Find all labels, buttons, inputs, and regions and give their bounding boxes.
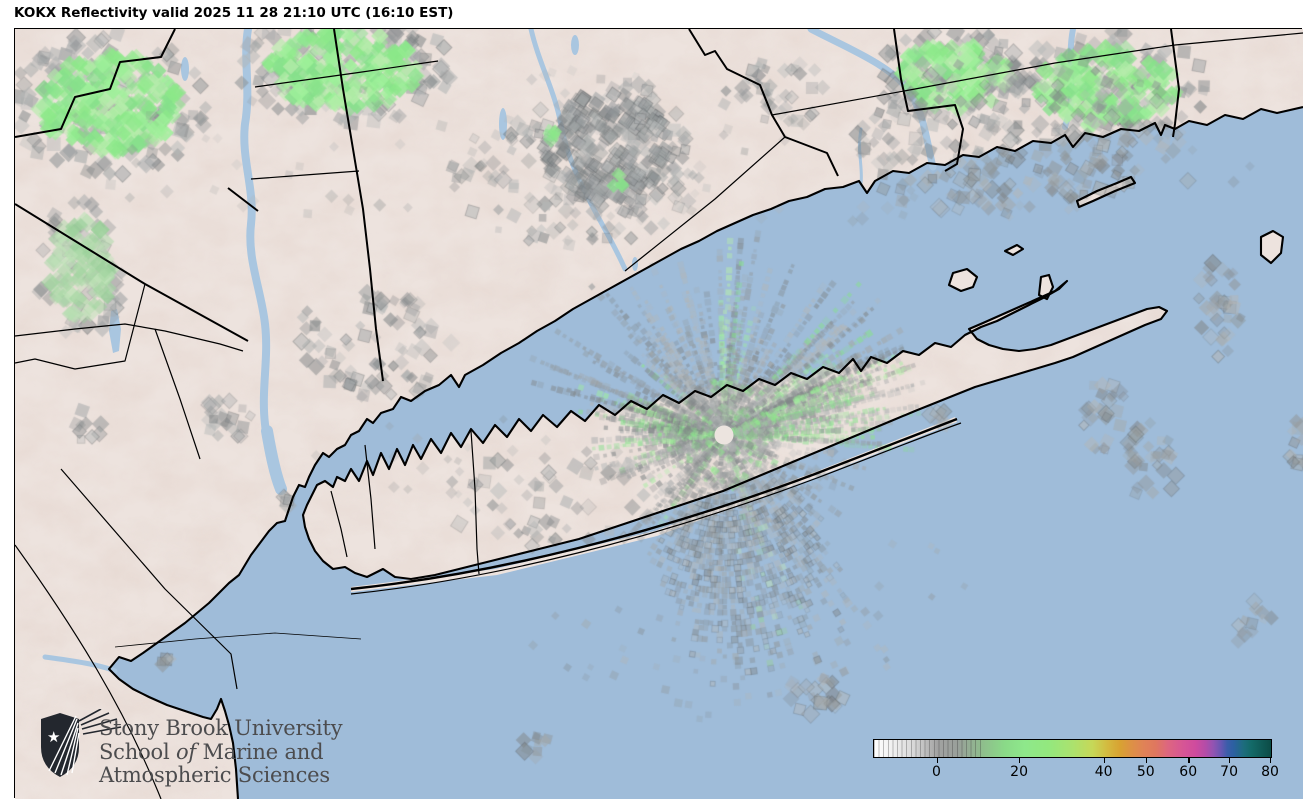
state-county-boundaries — [15, 29, 1180, 382]
county-boundaries — [15, 32, 1303, 799]
colorbar-tick-label: 50 — [1136, 764, 1155, 780]
radar-cone-of-silence — [714, 425, 734, 445]
colorbar-tick-label: 70 — [1220, 764, 1238, 780]
page-title: KOKX Reflectivity valid 2025 11 28 21:10… — [14, 5, 454, 21]
colorbar-tick-label: 40 — [1094, 764, 1113, 780]
boundary-layer — [15, 29, 1303, 799]
barrier-island-lines — [350, 417, 962, 595]
svg-text:★: ★ — [47, 728, 60, 746]
colorbar-tick-label: 80 — [1261, 764, 1279, 780]
colorbar-tick — [1103, 758, 1106, 763]
radar-map: 0 20 40 50 60 70 80 ★ — [14, 28, 1303, 799]
colorbar-tick-label: 0 — [932, 764, 941, 780]
colorbar-tick-label: 60 — [1179, 764, 1198, 780]
coastlines — [107, 105, 1303, 799]
colorbar-tick — [936, 758, 938, 763]
reflectivity-colorbar: 0 20 40 50 60 70 80 — [873, 739, 1279, 787]
colorbar-tick-label: 20 — [1010, 764, 1028, 780]
colorbar-tick — [1270, 758, 1272, 763]
radar-echo-layer — [15, 29, 1303, 799]
colorbar-tick — [1145, 758, 1148, 763]
branding-line3: Atmospheric Sciences — [99, 763, 330, 787]
colorbar-tick — [1188, 758, 1190, 763]
colorbar-tick — [1019, 758, 1021, 763]
colorbar-gradient — [873, 739, 1272, 758]
stony-brook-shield-icon: ★ — [41, 709, 122, 777]
branding-line1: Stony Brook University — [99, 716, 343, 740]
colorbar-step-lines — [874, 740, 984, 757]
colorbar-tick — [1229, 758, 1231, 763]
branding-text: Stony Brook University School of Marine … — [99, 716, 343, 788]
branding-line2: School of Marine and — [99, 739, 324, 764]
